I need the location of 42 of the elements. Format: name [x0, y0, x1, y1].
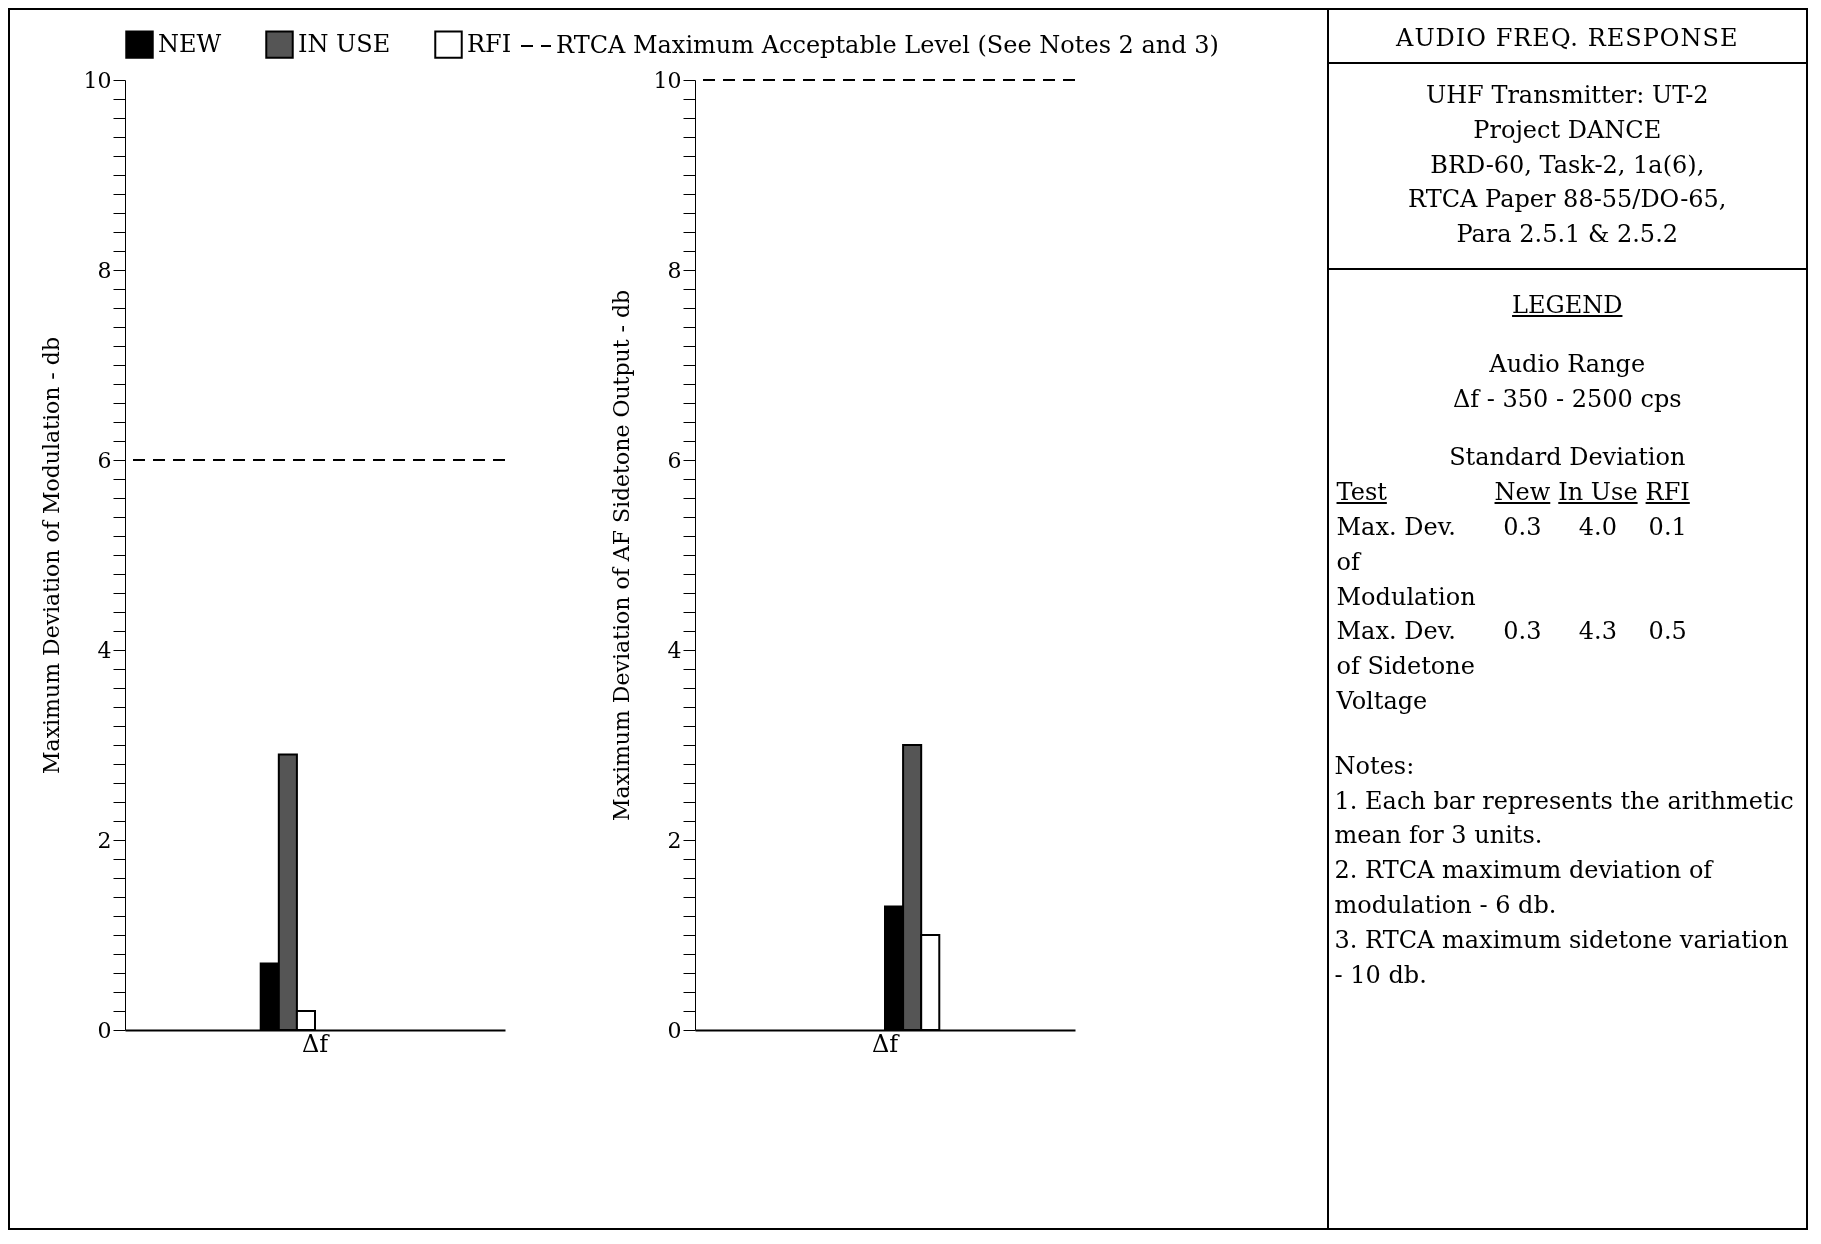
- text: AUDIO FREQ. RESPONSE: [1328, 10, 1806, 64]
- y-tick-label: 6: [667, 447, 682, 473]
- y-tick-label: 6: [97, 447, 112, 473]
- text: 4.3: [1577, 616, 1618, 648]
- text: UHF Transmitter: UT-2 Project DANCE BRD-60, Task-2, 1a(6), RTCA Paper 88-55/DO-65, Para 2.5.1 & 2.5.2: [1328, 64, 1806, 270]
- text: 1. Each bar represents the arithmetic mean for 3 units.: [1333, 785, 1795, 852]
- y-tick-label: 4: [97, 637, 112, 663]
- text: Max. Dev. of Modulation: [1335, 511, 1477, 613]
- text: 0.3: [1502, 616, 1543, 648]
- y-tick-label: 0: [667, 1017, 682, 1043]
- x-tick-label: Δf: [871, 1029, 901, 1058]
- legend-label: NEW: [158, 29, 222, 58]
- legend-label: IN USE: [298, 29, 391, 58]
- text: RFI: [1644, 477, 1691, 509]
- y-tick-label: 2: [667, 827, 682, 853]
- text: 0.3: [1502, 511, 1543, 543]
- text: 4.0: [1577, 511, 1618, 543]
- text: 2. RTCA maximum deviation of modulation - 6 db.: [1333, 855, 1715, 921]
- y-tick-label: 2: [97, 827, 112, 853]
- text: 0.5: [1647, 616, 1688, 648]
- y-tick-label: 10: [653, 67, 682, 93]
- legend-label: RFI: [467, 29, 512, 58]
- x-tick-label: Δf: [301, 1029, 331, 1058]
- y-tick-label: 4: [667, 637, 682, 663]
- y-axis-title: Maximum Deviation of Modulation - db: [38, 337, 64, 774]
- y-tick-label: 8: [667, 257, 682, 283]
- legend-label: RTCA Maximum Acceptable Level (See Notes 2 and 3): [556, 31, 1219, 59]
- text: Audio Range: [1488, 348, 1647, 380]
- text: LEGEND: [1511, 290, 1624, 321]
- text: In Use: [1557, 477, 1639, 509]
- text: Δf - 350 - 2500 cps: [1451, 383, 1683, 415]
- text: New: [1493, 477, 1552, 509]
- y-tick-label: 8: [97, 257, 112, 283]
- text: 0.1: [1647, 511, 1688, 543]
- y-axis-title: Maximum Deviation of AF Sidetone Output - db: [608, 289, 634, 822]
- text: Notes:: [1333, 750, 1416, 782]
- text: Standard Deviation: [1448, 442, 1687, 474]
- y-tick-label: 0: [97, 1017, 112, 1043]
- text: Test: [1335, 477, 1388, 509]
- text: Max. Dev. of Sidetone Voltage: [1335, 616, 1476, 717]
- y-tick-label: 10: [83, 67, 112, 93]
- text: 3. RTCA maximum sidetone variation - 10 db.: [1333, 924, 1790, 991]
